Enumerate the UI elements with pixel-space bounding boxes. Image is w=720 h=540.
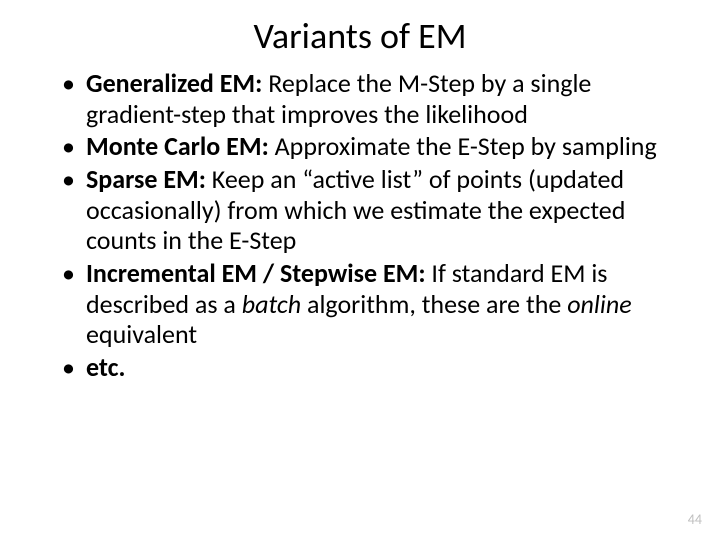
bullet-label: Sparse EM: [86, 163, 206, 195]
bullet-item: Generalized EM: Replace the M-Step by a … [62, 68, 678, 129]
bullet-item: Monte Carlo EM: Approximate the E-Step b… [62, 131, 678, 162]
bullet-label: Generalized EM: [86, 67, 262, 99]
slide-title: Variants of EM [0, 0, 720, 68]
slide: Variants of EM Generalized EM: Replace t… [0, 0, 720, 540]
bullet-italic: batch [242, 288, 301, 320]
page-number: 44 [688, 511, 702, 528]
bullet-text-mid: algorithm, these are the [301, 288, 567, 320]
bullet-text-post: equivalent [86, 318, 197, 350]
bullet-text: Approximate the E-Step by sampling [269, 130, 657, 162]
bullet-italic: online [567, 288, 631, 320]
slide-body: Generalized EM: Replace the M-Step by a … [0, 68, 720, 383]
bullet-label: Monte Carlo EM: [86, 130, 269, 162]
bullet-label: Incremental EM / Stepwise EM: [86, 257, 426, 289]
bullet-item: Sparse EM: Keep an “active list” of poin… [62, 164, 678, 256]
bullet-item: etc. [62, 352, 678, 383]
bullet-label: etc. [86, 351, 125, 383]
bullet-list: Generalized EM: Replace the M-Step by a … [62, 68, 678, 383]
bullet-item: Incremental EM / Stepwise EM: If standar… [62, 258, 678, 350]
